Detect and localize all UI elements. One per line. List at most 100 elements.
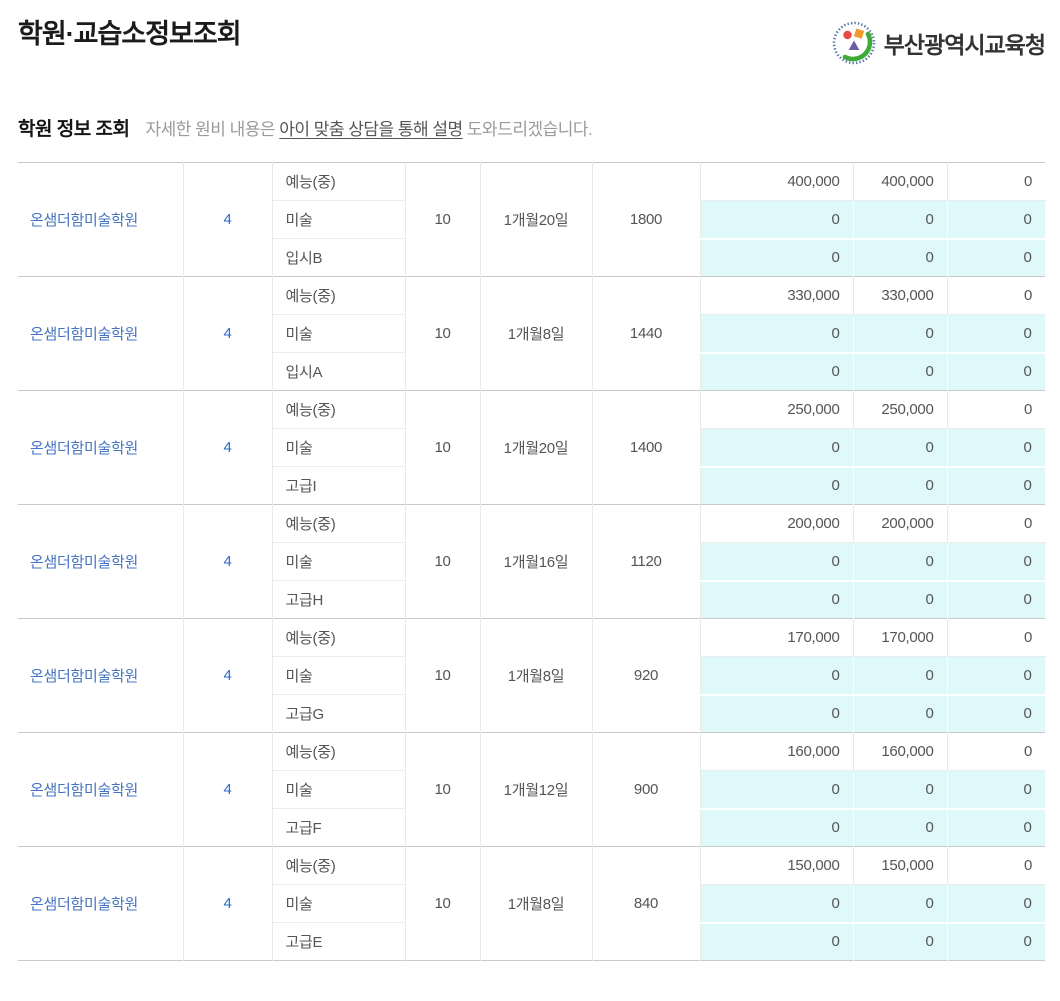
academy-name-link[interactable]: 온샘더함미술학원 <box>30 212 139 229</box>
capacity-cell: 10 <box>405 390 481 505</box>
busan-education-office-logo-icon <box>832 21 876 65</box>
fee-cell: 0 <box>947 580 1046 619</box>
capacity-cell: 10 <box>405 162 481 277</box>
report-count-link[interactable]: 4 <box>223 439 232 456</box>
table-row: 입시B 0 0 0 <box>18 238 1046 277</box>
fee-cell: 0 <box>947 162 1045 201</box>
academy-name-cell: 온샘더함미술학원 <box>18 846 184 961</box>
fee-cell: 0 <box>853 694 948 733</box>
academy-name-cell: 온샘더함미술학원 <box>18 618 184 733</box>
total-hours-cell: 840 <box>592 846 701 961</box>
academy-group: 온샘더함미술학원 4 예능(중) 10 1개월8일 1440 330,000 330,000 0… <box>18 276 1046 391</box>
report-count-cell: 4 <box>183 732 273 847</box>
fee-cell: 0 <box>700 238 854 277</box>
course-name-cell: 미술 <box>272 884 406 923</box>
fee-cell: 200,000 <box>853 504 948 543</box>
total-hours-cell: 1120 <box>592 504 701 619</box>
academy-name-link[interactable]: 온샘더함미술학원 <box>30 782 139 799</box>
course-name-cell: 미술 <box>272 428 406 467</box>
capacity-cell: 10 <box>405 732 481 847</box>
total-hours-cell: 900 <box>592 732 701 847</box>
fee-cell: 0 <box>853 884 948 924</box>
fee-cell: 0 <box>947 352 1046 391</box>
academy-name-cell: 온샘더함미술학원 <box>18 390 184 505</box>
fee-cell: 0 <box>853 580 948 619</box>
academy-name-link[interactable]: 온샘더함미술학원 <box>30 896 139 913</box>
report-count-link[interactable]: 4 <box>223 781 232 798</box>
report-count-link[interactable]: 4 <box>223 553 232 570</box>
academy-name-link[interactable]: 온샘더함미술학원 <box>30 554 139 571</box>
academy-name-link[interactable]: 온샘더함미술학원 <box>30 326 139 343</box>
notice-text: 자세한 원비 내용은 아이 맞춤 상담을 통해 설명 도와드리겠습니다. <box>145 115 592 140</box>
fee-cell: 250,000 <box>700 390 854 429</box>
org-name: 부산광역시교육청 <box>883 32 1046 58</box>
fee-cell: 0 <box>700 884 854 924</box>
report-count-cell: 4 <box>183 162 273 277</box>
duration-cell: 1개월12일 <box>480 732 593 847</box>
fee-cell: 0 <box>853 314 948 354</box>
notice-emphasis: 아이 맞춤 상담을 통해 설명 <box>279 120 463 139</box>
fee-cell: 0 <box>853 200 948 240</box>
fee-cell: 0 <box>947 808 1046 847</box>
report-count-cell: 4 <box>183 276 273 391</box>
course-name-cell: 고급H <box>272 580 406 619</box>
fee-cell: 170,000 <box>700 618 854 657</box>
table-row: 온샘더함미술학원 4 예능(중) 10 1개월8일 1440 330,000 330,000 0 <box>18 276 1045 391</box>
report-count-cell: 4 <box>183 504 273 619</box>
academy-name-link[interactable]: 온샘더함미술학원 <box>30 668 139 685</box>
course-name-cell: 미술 <box>272 542 406 581</box>
academy-name-cell: 온샘더함미술학원 <box>18 504 184 619</box>
section-title: 학원 정보 조회 <box>18 119 130 140</box>
academy-name-link[interactable]: 온샘더함미술학원 <box>30 440 139 457</box>
course-name-cell: 예능(중) <box>272 162 406 201</box>
fee-cell: 0 <box>853 238 948 277</box>
fee-cell: 0 <box>947 770 1046 810</box>
table-row: 미술 0 0 0 <box>18 428 1046 468</box>
academy-group: 온샘더함미술학원 4 예능(중) 10 1개월16일 1120 200,000 200,000… <box>18 504 1046 619</box>
academy-name-cell: 온샘더함미술학원 <box>18 162 184 277</box>
fee-cell: 0 <box>700 542 854 582</box>
academy-info-table-wrap: 온샘더함미술학원 4 예능(중) 10 1개월20일 1800 400,000 400,000… <box>0 162 1060 961</box>
fee-cell: 0 <box>853 922 948 961</box>
duration-cell: 1개월20일 <box>480 162 593 277</box>
capacity-cell: 10 <box>405 618 481 733</box>
course-name-cell: 예능(중) <box>272 846 406 885</box>
fee-cell: 0 <box>853 770 948 810</box>
report-count-link[interactable]: 4 <box>223 895 232 912</box>
course-name-cell: 미술 <box>272 656 406 695</box>
fee-cell: 400,000 <box>853 162 948 201</box>
academy-fee-table: 온샘더함미술학원 4 예능(중) 10 1개월20일 1800 400,000 400,000… <box>18 162 1046 961</box>
capacity-cell: 10 <box>405 846 481 961</box>
course-name-cell: 예능(중) <box>272 390 406 429</box>
course-name-cell: 입시A <box>272 352 406 391</box>
fee-cell: 0 <box>700 580 854 619</box>
capacity-cell: 10 <box>405 504 481 619</box>
table-row: 미술 0 0 0 <box>18 200 1046 240</box>
page-title: 학원·교습소정보조회 <box>18 19 242 49</box>
fee-cell: 0 <box>853 656 948 696</box>
table-row: 온샘더함미술학원 4 예능(중) 10 1개월12일 900 160,000 160,000 0 <box>18 732 1045 847</box>
academy-name-cell: 온샘더함미술학원 <box>18 276 184 391</box>
duration-cell: 1개월8일 <box>480 276 593 391</box>
academy-group: 온샘더함미술학원 4 예능(중) 10 1개월8일 840 150,000 150,000 0 미… <box>18 846 1046 961</box>
academy-group: 온샘더함미술학원 4 예능(중) 10 1개월12일 900 160,000 160,000 0… <box>18 732 1046 847</box>
fee-cell: 0 <box>853 352 948 391</box>
report-count-link[interactable]: 4 <box>223 667 232 684</box>
fee-cell: 0 <box>947 542 1046 582</box>
report-count-link[interactable]: 4 <box>223 325 232 342</box>
report-count-cell: 4 <box>183 846 273 961</box>
fee-cell: 0 <box>700 466 854 505</box>
report-count-cell: 4 <box>183 618 273 733</box>
academy-group: 온샘더함미술학원 4 예능(중) 10 1개월20일 1800 400,000 400,000… <box>18 162 1046 277</box>
course-name-cell: 고급E <box>272 922 406 961</box>
report-count-link[interactable]: 4 <box>223 211 232 228</box>
duration-cell: 1개월8일 <box>480 846 593 961</box>
table-row: 고급G 0 0 0 <box>18 694 1046 733</box>
fee-cell: 0 <box>700 314 854 354</box>
fee-cell: 0 <box>700 694 854 733</box>
fee-cell: 200,000 <box>700 504 854 543</box>
course-name-cell: 고급G <box>272 694 406 733</box>
fee-cell: 0 <box>947 428 1046 468</box>
fee-cell: 330,000 <box>700 276 854 315</box>
fee-cell: 0 <box>700 808 854 847</box>
